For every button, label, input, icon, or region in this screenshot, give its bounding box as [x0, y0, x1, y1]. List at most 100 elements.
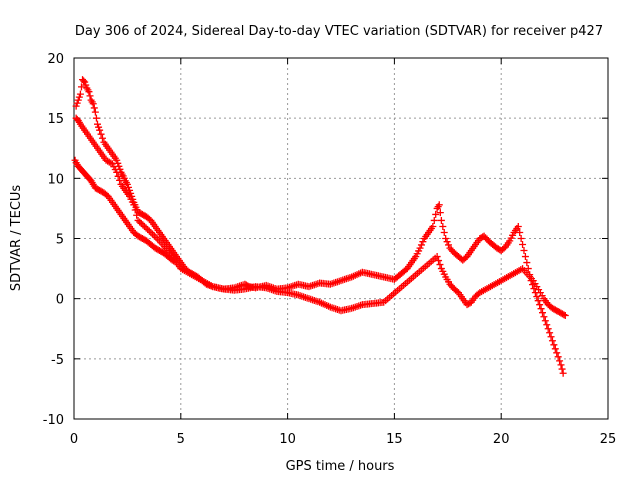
- data-point: [553, 349, 561, 357]
- grid-lines: [74, 58, 608, 419]
- data-point: [90, 104, 98, 112]
- data-point: [130, 201, 138, 209]
- x-tick-label: 20: [493, 432, 510, 447]
- data-point: [547, 333, 555, 341]
- data-point: [514, 222, 522, 230]
- data-point: [548, 337, 556, 345]
- data-point: [82, 81, 90, 89]
- data-point: [445, 241, 453, 249]
- data-point: [436, 261, 444, 269]
- data-point: [417, 241, 425, 249]
- data-point: [133, 211, 141, 219]
- data-point: [523, 259, 531, 267]
- data-point: [75, 93, 83, 101]
- data-point: [440, 228, 448, 236]
- data-point: [536, 301, 544, 309]
- data-point: [534, 297, 542, 305]
- data-point: [113, 156, 121, 164]
- y-tick-label: 5: [56, 233, 64, 248]
- data-point: [559, 369, 567, 377]
- data-point: [433, 253, 441, 261]
- data-point: [560, 311, 568, 319]
- data-point: [95, 123, 103, 131]
- x-tick-label: 25: [600, 432, 617, 447]
- data-point: [137, 219, 145, 227]
- data-point: [419, 238, 427, 246]
- data-point: [520, 247, 528, 255]
- x-tick-label: 5: [177, 432, 185, 447]
- data-point: [516, 228, 524, 236]
- data-point: [557, 361, 565, 369]
- data-point: [96, 126, 104, 134]
- series-lower-branch: [71, 156, 569, 320]
- data-point: [145, 227, 153, 235]
- data-point: [81, 78, 89, 86]
- data-point: [556, 357, 564, 365]
- data-point: [558, 365, 566, 373]
- data-point: [429, 222, 437, 230]
- x-axis-label: GPS time / hours: [286, 459, 395, 474]
- series-early-spread: [72, 114, 181, 263]
- data-point: [550, 341, 558, 349]
- data-point: [144, 225, 152, 233]
- data-point: [416, 244, 424, 252]
- x-tick-label: 10: [279, 432, 296, 447]
- data-point: [76, 90, 84, 98]
- data-point: [77, 83, 85, 91]
- data-point: [80, 77, 88, 85]
- data-point: [435, 201, 443, 209]
- y-axis-label: SDTVAR / TECUs: [9, 185, 24, 292]
- data-point: [437, 216, 445, 224]
- y-tick-label: -10: [43, 413, 64, 428]
- data-point: [114, 172, 122, 180]
- x-tick-label: 0: [70, 432, 78, 447]
- data-point: [173, 255, 181, 263]
- data-point: [86, 92, 94, 100]
- data-point: [92, 114, 100, 122]
- data-point: [541, 317, 549, 325]
- y-tick-label: 0: [56, 293, 64, 308]
- data-point: [519, 241, 527, 249]
- data-point: [544, 325, 552, 333]
- x-tick-label: 15: [386, 432, 403, 447]
- data-point: [139, 221, 147, 229]
- y-tick-label: 15: [47, 112, 64, 127]
- y-tick-label: -5: [51, 353, 64, 368]
- axis-ticks: [73, 57, 609, 420]
- y-tick-label: 10: [47, 172, 64, 187]
- data-point: [546, 329, 554, 337]
- data-point: [537, 305, 545, 313]
- data-point: [142, 224, 150, 232]
- data-point: [517, 235, 525, 242]
- data-point: [543, 321, 551, 329]
- data-point: [430, 216, 438, 224]
- data-point: [538, 309, 546, 317]
- data-point: [134, 216, 142, 224]
- data-point: [442, 235, 450, 242]
- data-point: [91, 108, 99, 116]
- data-point: [113, 168, 121, 176]
- data-point: [533, 293, 541, 301]
- data-point: [123, 180, 131, 188]
- data-point: [73, 99, 81, 107]
- data-point: [540, 313, 548, 321]
- data-point: [140, 222, 148, 230]
- data-point: [93, 120, 101, 128]
- y-tick-labels: -10 -5 0 5 10 15 20: [43, 52, 64, 428]
- x-tick-labels: 0 5 10 15 20 25: [70, 432, 616, 447]
- y-tick-label: 20: [47, 52, 64, 67]
- chart-title: Day 306 of 2024, Sidereal Day-to-day VTE…: [75, 24, 603, 39]
- data-point: [107, 159, 115, 167]
- data-point: [124, 183, 132, 191]
- data-point: [432, 210, 440, 218]
- data-point: [443, 238, 451, 246]
- data-points: [71, 76, 569, 377]
- data-point: [561, 312, 569, 320]
- data-point: [551, 345, 559, 353]
- data-point: [554, 353, 562, 361]
- data-point: [116, 176, 124, 184]
- data-point: [85, 88, 93, 96]
- data-point: [97, 130, 105, 138]
